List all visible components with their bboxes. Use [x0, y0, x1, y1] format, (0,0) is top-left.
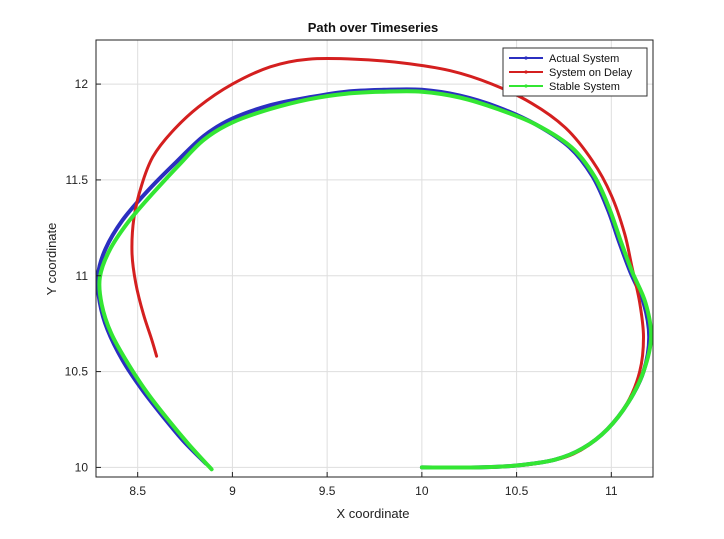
x-tick-label: 9: [229, 484, 236, 498]
y-tick-label: 10.5: [65, 365, 89, 379]
y-tick-label: 11: [76, 269, 89, 283]
legend-marker-stable-system: [524, 84, 528, 88]
x-tick-label: 9.5: [319, 484, 336, 498]
x-tick-label: 10.5: [505, 484, 529, 498]
legend-label-actual-system: Actual System: [549, 53, 619, 65]
legend-marker-system-on-delay: [524, 70, 528, 74]
x-tick-label: 11: [605, 484, 618, 498]
legend: Actual System System on Delay Stable Syste…: [502, 47, 648, 97]
series-layer: [95, 56, 654, 472]
series-line-stable-system: [97, 89, 654, 472]
x-tick-label: 8.5: [129, 484, 146, 498]
y-tick-label: 10: [75, 460, 89, 474]
x-axis-label: X coordinate: [337, 506, 410, 521]
legend-marker-actual-system: [524, 56, 528, 60]
plot-frame: [95, 39, 654, 478]
y-tick-label: 12: [75, 77, 89, 91]
tick-layer: 8.5 9 9.5 10 10.5 11 10 10.5 11 11.5 12: [65, 77, 618, 498]
y-tick-label: 11.5: [66, 173, 89, 187]
x-tick-label: 10: [415, 484, 429, 498]
y-axis-label: Y coordinate: [44, 223, 59, 296]
legend-label-system-on-delay: System on Delay: [549, 67, 633, 79]
legend-label-stable-system: Stable System: [549, 81, 620, 93]
chart-title: Path over Timeseries: [308, 20, 439, 35]
